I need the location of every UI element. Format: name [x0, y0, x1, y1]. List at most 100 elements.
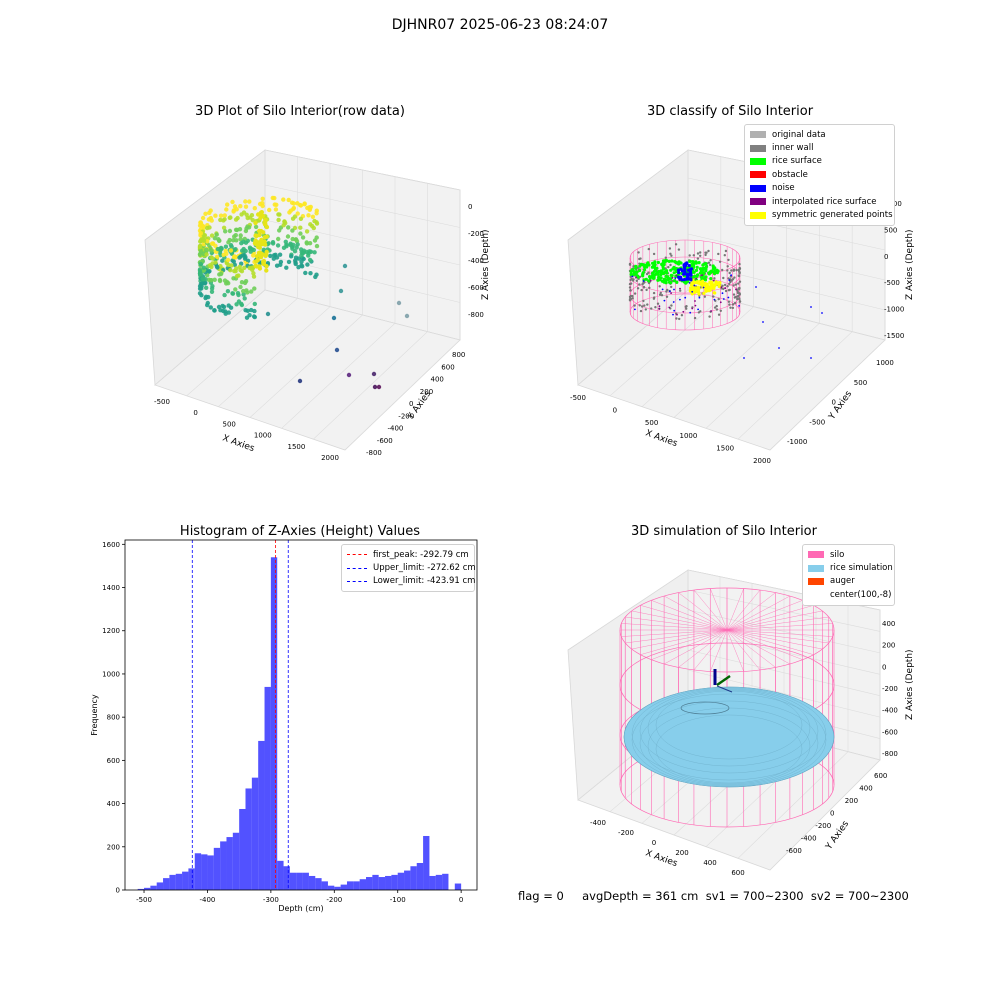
- misc-point: [693, 284, 696, 287]
- histogram-bar: [220, 841, 227, 890]
- inner-wall-point: [629, 297, 633, 301]
- raw-point: [257, 201, 263, 207]
- inner-wall-point: [633, 292, 637, 295]
- inner-wall-point: [629, 294, 633, 298]
- histogram-y-axis-label: Frequency: [90, 694, 99, 736]
- raw-point: [277, 252, 283, 257]
- raw-x-tick-label: 500: [223, 420, 236, 428]
- raw-point: [372, 384, 378, 390]
- grid-line: [705, 323, 820, 429]
- rice-surface-point: [692, 270, 696, 274]
- rice-surface-point: [704, 269, 708, 273]
- inner-wall-point: [726, 285, 729, 288]
- raw-point: [218, 271, 224, 277]
- rice-surface-point: [672, 271, 676, 275]
- raw-point: [273, 207, 279, 212]
- raw-y-tick-label: -800: [366, 449, 382, 457]
- grid-line: [344, 339, 461, 451]
- raw-point: [283, 239, 288, 244]
- legend-swatch: [808, 564, 824, 572]
- legend-swatch: [750, 171, 766, 179]
- symmetric-point: [704, 286, 708, 290]
- legend-item: rice surface: [750, 155, 889, 168]
- raw-point: [225, 202, 230, 207]
- raw-point: [204, 247, 209, 252]
- legend-label: interpolated rice surface: [772, 196, 877, 207]
- raw-point: [197, 223, 203, 228]
- inner-wall-point: [728, 288, 731, 292]
- inner-wall-point: [713, 306, 717, 309]
- raw-point: [298, 231, 303, 236]
- inner-wall-point: [637, 251, 640, 254]
- raw-point: [286, 259, 292, 265]
- histogram-bar: [435, 874, 443, 890]
- histogram-bar: [283, 866, 290, 890]
- raw-point: [228, 248, 234, 253]
- inner-wall-point: [631, 279, 635, 282]
- raw-point: [259, 237, 264, 243]
- silo-roof-rib: [710, 629, 728, 672]
- raw-point: [232, 262, 237, 267]
- grid-line: [577, 289, 689, 386]
- raw-point: [236, 273, 241, 278]
- raw-point: [306, 213, 311, 218]
- rice-surface-point: [699, 268, 703, 272]
- histogram-bar: [213, 847, 221, 890]
- raw-point: [296, 265, 301, 270]
- misc-point: [658, 305, 661, 308]
- raw-point: [314, 208, 319, 213]
- legend-item: noise: [750, 182, 889, 195]
- raw-point: [293, 261, 298, 267]
- inner-wall-point: [679, 289, 682, 292]
- rice-surface-point: [642, 263, 646, 267]
- inner-wall-point: [712, 295, 715, 298]
- raw-point: [241, 292, 246, 297]
- raw-point: [305, 262, 310, 267]
- simulation-legend: silo rice simulation auger center(100,-8): [802, 544, 895, 606]
- silo-roof-rib: [640, 605, 728, 631]
- legend-label: original data: [772, 129, 826, 140]
- raw-point: [247, 199, 252, 204]
- symmetric-point: [712, 291, 716, 295]
- inner-wall-point: [692, 254, 695, 257]
- histogram-bar: [239, 808, 246, 890]
- sim-x-tick-label: 0: [652, 839, 656, 847]
- rice-surface-point: [645, 265, 649, 269]
- raw-point: [209, 289, 215, 294]
- histogram-bar: [251, 777, 259, 890]
- noise-point: [679, 267, 683, 271]
- cls-z-tick-label: -1500: [884, 332, 904, 340]
- inner-wall-point: [654, 306, 657, 309]
- legend-item: original data: [750, 128, 889, 141]
- rice-surface-point: [695, 265, 699, 269]
- raw-point: [197, 291, 203, 296]
- histogram-bar: [346, 881, 354, 890]
- histogram-bar: [372, 874, 379, 890]
- grid-line: [687, 609, 881, 654]
- cls-x-tick-label: 0: [613, 407, 617, 415]
- raw-point: [376, 384, 382, 390]
- raw-point: [198, 231, 204, 236]
- inner-wall-point: [728, 282, 731, 286]
- raw-point: [251, 253, 256, 258]
- raw-point: [213, 243, 218, 248]
- inner-wall-point: [629, 275, 632, 278]
- inner-wall-point: [680, 314, 684, 317]
- grid-line: [687, 629, 881, 675]
- raw-point: [203, 277, 208, 282]
- inner-wall-point: [675, 317, 678, 320]
- raw-point: [396, 300, 402, 306]
- raw-point: [254, 254, 260, 259]
- raw-point: [223, 229, 228, 234]
- inner-wall-point: [665, 295, 669, 298]
- raw-point: [264, 234, 269, 239]
- inner-wall-point: [638, 283, 641, 286]
- raw-point: [233, 287, 238, 292]
- legend-item: obstacle: [750, 168, 889, 181]
- simulation-3d-plot: -400-20002004006006004002000-200-400-600…: [567, 569, 915, 877]
- rice-surface-point: [629, 272, 633, 276]
- histogram-bar: [385, 875, 392, 890]
- inner-wall-point: [733, 276, 736, 279]
- raw-point: [221, 252, 226, 257]
- legend-label: obstacle: [772, 169, 808, 180]
